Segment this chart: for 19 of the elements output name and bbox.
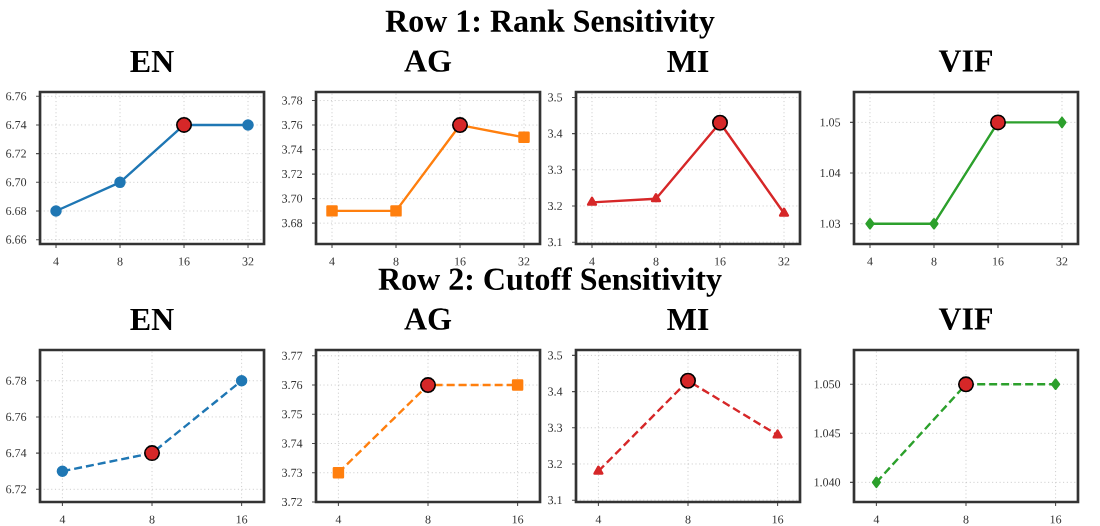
point xyxy=(586,196,598,206)
chart-title: MI xyxy=(667,308,709,330)
point xyxy=(778,207,790,217)
point xyxy=(390,205,402,217)
point xyxy=(518,131,530,144)
chart-title: EN xyxy=(130,308,174,330)
point xyxy=(650,193,662,203)
point xyxy=(114,176,126,189)
point xyxy=(50,205,62,217)
point xyxy=(242,119,254,131)
point xyxy=(326,205,338,217)
chart-title: EN xyxy=(130,50,174,72)
chart-title: AG xyxy=(404,308,452,330)
text: Row 2: Cutoff Sensitivity xyxy=(378,267,722,297)
chart-title: MI xyxy=(667,50,709,72)
chart-title: VIF xyxy=(938,308,993,330)
chart-title: AG xyxy=(404,50,452,72)
text: Row 1: Rank Sensitivity xyxy=(385,9,715,39)
chart-title: VIF xyxy=(938,50,993,72)
